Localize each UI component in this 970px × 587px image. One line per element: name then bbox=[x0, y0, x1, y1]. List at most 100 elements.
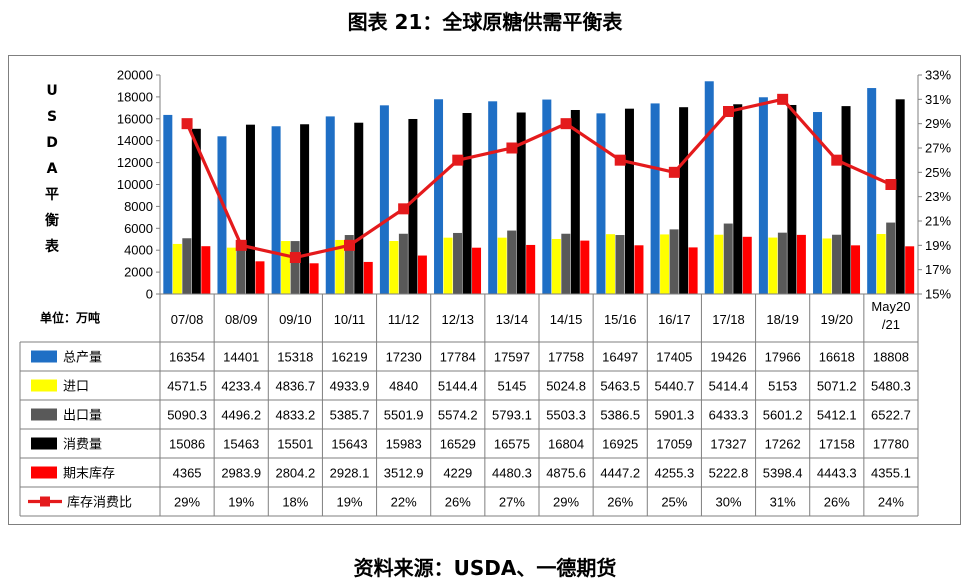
table-cell: 16925 bbox=[602, 437, 638, 452]
bar bbox=[742, 236, 752, 294]
data-table: 单位：万吨 07/08 08/09 09/10 10/11 11/12 12/13 13/14… bbox=[19, 293, 919, 517]
ratio-point bbox=[831, 154, 843, 166]
table-cell: 15086 bbox=[169, 437, 205, 452]
table-cell: 4443.3 bbox=[817, 466, 857, 481]
table-cell: 18% bbox=[282, 495, 308, 510]
table-cell: 4229 bbox=[443, 466, 472, 481]
bar bbox=[201, 246, 211, 294]
bar bbox=[822, 238, 832, 294]
y2-tick-label: 23% bbox=[925, 189, 951, 204]
table-cell: 2928.1 bbox=[330, 466, 370, 481]
legend-label: 消费量 bbox=[63, 438, 102, 453]
table-cell: 17262 bbox=[765, 437, 801, 452]
legend-swatch bbox=[31, 466, 57, 479]
table-cell: 2804.2 bbox=[275, 466, 315, 481]
bar bbox=[507, 230, 517, 294]
ratio-point bbox=[344, 239, 355, 251]
chart-title: 图表 21：全球原糖供需平衡表 bbox=[347, 10, 623, 34]
legend-label: 进口 bbox=[63, 380, 89, 395]
bar bbox=[363, 261, 373, 294]
ratio-point bbox=[777, 93, 789, 105]
ratio-point bbox=[506, 142, 518, 154]
y-tick-label: 2000 bbox=[124, 265, 153, 280]
bar bbox=[905, 246, 915, 294]
table-cell: 19426 bbox=[710, 350, 746, 365]
y-axis-left: 0 2000 4000 6000 8000 10000 12000 14000 16000 180… bbox=[117, 68, 160, 302]
y2-tick-label: 31% bbox=[925, 92, 951, 107]
bar bbox=[634, 245, 644, 294]
bar-series bbox=[163, 81, 915, 295]
bar bbox=[245, 124, 255, 295]
ratio-line-series bbox=[181, 93, 897, 263]
table-cell: 17158 bbox=[819, 437, 855, 452]
table-cell: 19% bbox=[228, 495, 254, 510]
legend-label: 期末库存 bbox=[63, 466, 115, 482]
bar bbox=[679, 107, 689, 294]
bar bbox=[758, 97, 768, 294]
table-cell: 17230 bbox=[386, 350, 422, 365]
x-tick-label: 07/08 bbox=[171, 312, 204, 327]
bar bbox=[472, 247, 482, 294]
y-tick-label: 8000 bbox=[124, 199, 153, 214]
table-cell: 18808 bbox=[873, 350, 909, 365]
y-tick-label: 4000 bbox=[124, 243, 153, 258]
bar bbox=[281, 241, 291, 294]
table-cell: 5901.3 bbox=[654, 408, 694, 423]
bar bbox=[596, 113, 606, 294]
ratio-point bbox=[614, 154, 626, 166]
y-tick-label: 14000 bbox=[117, 133, 153, 148]
bar bbox=[354, 122, 364, 294]
table-cell: 29% bbox=[553, 495, 579, 510]
y2-tick-label: 21% bbox=[925, 214, 951, 229]
table-cell: 30% bbox=[715, 495, 741, 510]
bar bbox=[542, 99, 552, 294]
table-cell: 5024.8 bbox=[546, 379, 586, 394]
bar bbox=[344, 235, 354, 294]
bar bbox=[462, 113, 472, 294]
x-tick-label: 16/17 bbox=[658, 312, 691, 327]
table-cell: 15463 bbox=[223, 437, 259, 452]
x-tick-label: 17/18 bbox=[712, 312, 745, 327]
table-cell: 4833.2 bbox=[275, 408, 315, 423]
bar bbox=[163, 114, 173, 294]
ratio-point bbox=[885, 179, 897, 190]
y-tick-label: 10000 bbox=[117, 177, 153, 192]
y-axis-right: 15% 17% 19% 21% 23% 25% 27% 29% 31% 33% bbox=[918, 68, 951, 302]
bar bbox=[796, 234, 806, 294]
table-cell: 16497 bbox=[602, 350, 638, 365]
table-cell: 31% bbox=[770, 495, 796, 510]
ratio-point bbox=[452, 154, 464, 166]
table-cell: 19% bbox=[336, 495, 362, 510]
bar bbox=[777, 232, 787, 294]
ratio-point bbox=[398, 203, 410, 215]
table-cell: 5501.9 bbox=[384, 408, 424, 423]
x-tick-label: 14/15 bbox=[550, 312, 583, 327]
y-axis-label-char: S bbox=[47, 109, 57, 125]
bar bbox=[325, 116, 335, 294]
ratio-line bbox=[185, 97, 892, 260]
table-cell: 5153 bbox=[768, 379, 797, 394]
bar bbox=[841, 106, 851, 294]
table-cell: 26% bbox=[445, 495, 471, 510]
bar bbox=[497, 237, 507, 294]
legend-swatch bbox=[31, 408, 57, 421]
table-cell: 5793.1 bbox=[492, 408, 532, 423]
table-cell: 17059 bbox=[656, 437, 692, 452]
ratio-point bbox=[235, 239, 247, 251]
table-cell: 5145 bbox=[497, 379, 526, 394]
bar bbox=[733, 104, 743, 294]
ratio-point bbox=[668, 166, 680, 178]
x-tick-label: May20 bbox=[871, 299, 910, 314]
table-cell: 5503.3 bbox=[546, 408, 586, 423]
bar bbox=[309, 263, 319, 294]
table-cell: 5440.7 bbox=[654, 379, 694, 394]
table-cell: 5574.2 bbox=[438, 408, 478, 423]
bar bbox=[723, 223, 733, 294]
table-cell: 15983 bbox=[386, 437, 422, 452]
y-axis-label-char: D bbox=[46, 135, 58, 151]
ratio-point bbox=[723, 106, 734, 117]
bar bbox=[768, 237, 778, 294]
bar bbox=[813, 112, 823, 294]
table-cell: 5090.3 bbox=[167, 408, 207, 423]
